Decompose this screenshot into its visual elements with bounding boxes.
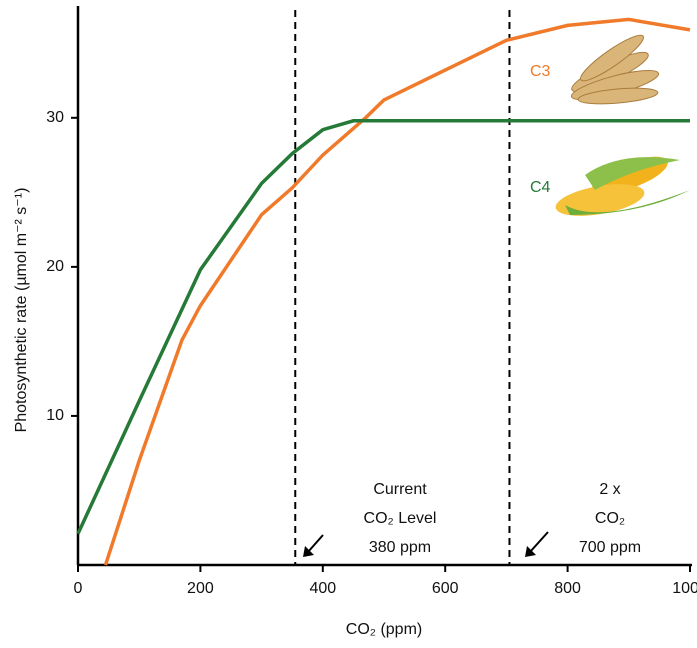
annotation: 2 x [599, 481, 620, 498]
x-tick-label: 0 [74, 580, 83, 597]
annotation: Current [373, 481, 427, 498]
x-tick-label: 1000 [672, 580, 697, 597]
annotation: 700 ppm [579, 539, 641, 556]
x-tick-label: 200 [187, 580, 214, 597]
y-tick-label: 20 [46, 258, 64, 275]
arrow [529, 531, 549, 553]
arrow-head [525, 546, 536, 557]
arrow-head [303, 546, 314, 557]
y-axis-label: Photosynthetic rate (µmol m⁻² s⁻¹) [13, 188, 30, 433]
annotation: 380 ppm [369, 539, 431, 556]
y-tick-label: 10 [46, 407, 64, 424]
annotation: CO₂ [595, 510, 625, 527]
x-axis-label: CO₂ (ppm) [346, 621, 422, 638]
line [103, 17, 691, 566]
annotation: CO₂ Level [364, 510, 437, 527]
corn-illustration [555, 156, 690, 216]
arrow [307, 534, 324, 553]
series-label: C4 [530, 179, 551, 196]
x-tick-label: 400 [309, 580, 336, 597]
y-tick-label: 30 [46, 109, 64, 126]
x-tick-label: 600 [432, 580, 459, 597]
series-label: C3 [530, 63, 551, 80]
wheat-illustration [570, 34, 660, 105]
x-tick-label: 800 [554, 580, 581, 597]
line [76, 119, 690, 535]
